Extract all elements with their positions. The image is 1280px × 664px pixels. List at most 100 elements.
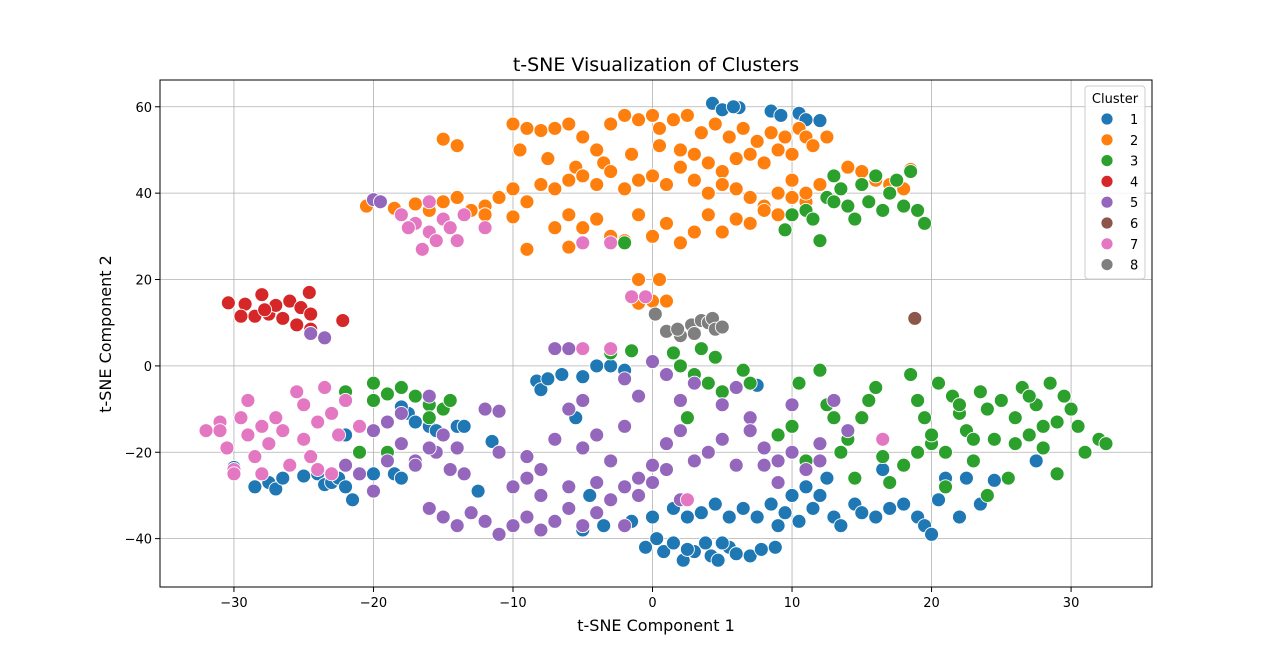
data-point-cluster-5 — [533, 522, 549, 538]
data-point-cluster-5 — [784, 397, 800, 413]
data-point-cluster-7 — [296, 431, 312, 447]
data-point-cluster-3 — [1007, 436, 1023, 452]
data-point-cluster-5 — [714, 431, 730, 447]
data-point-cluster-5 — [645, 475, 660, 490]
data-point-cluster-5 — [589, 427, 605, 443]
legend-label-3: 3 — [1130, 155, 1138, 170]
data-point-cluster-5 — [770, 453, 786, 469]
data-point-cluster-4 — [257, 302, 273, 318]
data-point-cluster-3 — [735, 362, 751, 378]
data-point-cluster-2 — [707, 116, 723, 132]
data-point-cluster-2 — [652, 272, 667, 287]
legend: Cluster 1 2 3 4 5 6 7 8 — [1084, 85, 1146, 280]
data-point-cluster-3 — [679, 410, 695, 426]
data-point-cluster-2 — [749, 133, 765, 149]
data-point-cluster-8 — [686, 326, 702, 341]
data-point-cluster-1 — [777, 505, 793, 521]
legend-marker-5 — [1100, 195, 1114, 209]
data-point-cluster-1 — [603, 358, 619, 374]
data-point-cluster-2 — [631, 112, 647, 128]
data-point-cluster-2 — [519, 194, 535, 210]
data-point-cluster-7 — [310, 414, 326, 430]
data-point-cluster-3 — [770, 427, 786, 443]
data-point-cluster-2 — [756, 202, 772, 218]
data-point-cluster-7 — [219, 440, 235, 456]
data-point-cluster-3 — [1042, 375, 1058, 391]
data-point-cluster-1 — [721, 509, 737, 525]
data-point-cluster-3 — [965, 453, 981, 469]
legend-marker-3 — [1100, 154, 1114, 168]
legend-marker-1 — [1100, 112, 1114, 126]
data-point-cluster-2 — [728, 211, 744, 227]
data-point-cluster-5 — [421, 500, 437, 516]
data-point-cluster-2 — [589, 142, 605, 158]
x-tick-label: −20 — [360, 596, 387, 611]
data-point-cluster-5 — [519, 449, 535, 465]
data-point-cluster-1 — [725, 99, 741, 115]
data-point-cluster-3 — [903, 367, 919, 382]
data-point-cluster-6 — [907, 310, 923, 326]
data-point-cluster-3 — [777, 222, 793, 238]
data-point-cluster-5 — [659, 462, 674, 477]
y-tick-label: −20 — [125, 446, 152, 461]
data-point-cluster-7 — [282, 457, 298, 473]
legend-box — [1084, 85, 1146, 280]
data-point-cluster-1 — [805, 500, 821, 516]
data-point-cluster-5 — [617, 479, 633, 495]
series-2 — [359, 107, 919, 311]
data-point-cluster-5 — [728, 380, 744, 395]
data-point-cluster-1 — [931, 492, 946, 508]
data-point-cluster-3 — [1063, 401, 1079, 417]
data-point-cluster-7 — [352, 418, 367, 434]
data-point-cluster-7 — [331, 427, 347, 443]
data-point-cluster-1 — [742, 548, 758, 564]
data-point-cluster-5 — [393, 405, 409, 421]
data-point-cluster-2 — [561, 207, 577, 223]
data-point-cluster-1 — [763, 496, 779, 512]
legend-marker-2 — [1100, 133, 1114, 147]
data-point-cluster-3 — [693, 341, 709, 357]
data-point-cluster-7 — [247, 449, 263, 465]
data-point-cluster-2 — [561, 116, 577, 132]
series-7 — [198, 194, 891, 508]
data-point-cluster-2 — [659, 215, 674, 231]
data-point-cluster-5 — [547, 431, 563, 447]
data-point-cluster-5 — [575, 440, 591, 456]
data-point-cluster-7 — [289, 384, 305, 400]
legend-label-5: 5 — [1130, 196, 1138, 211]
data-point-cluster-1 — [554, 367, 570, 382]
data-point-cluster-1 — [456, 418, 472, 434]
data-point-cluster-5 — [589, 475, 605, 490]
data-point-cluster-3 — [861, 392, 877, 408]
data-point-cluster-5 — [366, 483, 381, 499]
legend-label-8: 8 — [1130, 259, 1138, 274]
data-point-cluster-1 — [896, 496, 912, 512]
data-point-cluster-5 — [686, 375, 702, 391]
data-point-cluster-2 — [477, 207, 493, 223]
data-point-cluster-3 — [854, 410, 870, 426]
data-point-cluster-3 — [1056, 388, 1072, 404]
data-point-cluster-1 — [707, 496, 723, 512]
data-point-cluster-5 — [547, 513, 563, 529]
data-point-cluster-5 — [812, 436, 828, 452]
data-point-cluster-2 — [631, 172, 647, 188]
x-axis-label: t-SNE Component 1 — [577, 616, 735, 635]
data-point-cluster-2 — [728, 181, 744, 197]
y-tick-label: 40 — [135, 187, 152, 202]
data-point-cluster-7 — [575, 341, 591, 357]
data-point-cluster-2 — [756, 155, 772, 171]
data-point-cluster-5 — [449, 518, 465, 534]
data-point-cluster-3 — [917, 215, 933, 231]
data-point-cluster-2 — [435, 131, 451, 147]
data-point-cluster-3 — [882, 185, 898, 201]
data-point-cluster-3 — [1021, 427, 1037, 443]
data-point-cluster-5 — [561, 401, 577, 417]
data-point-cluster-2 — [700, 155, 716, 171]
data-point-cluster-7 — [254, 418, 270, 434]
data-point-cluster-2 — [659, 293, 674, 309]
data-point-cluster-1 — [773, 107, 789, 123]
data-point-cluster-5 — [366, 423, 381, 439]
data-point-cluster-2 — [631, 272, 647, 287]
data-point-cluster-1 — [1028, 453, 1044, 469]
data-point-cluster-2 — [505, 116, 521, 132]
